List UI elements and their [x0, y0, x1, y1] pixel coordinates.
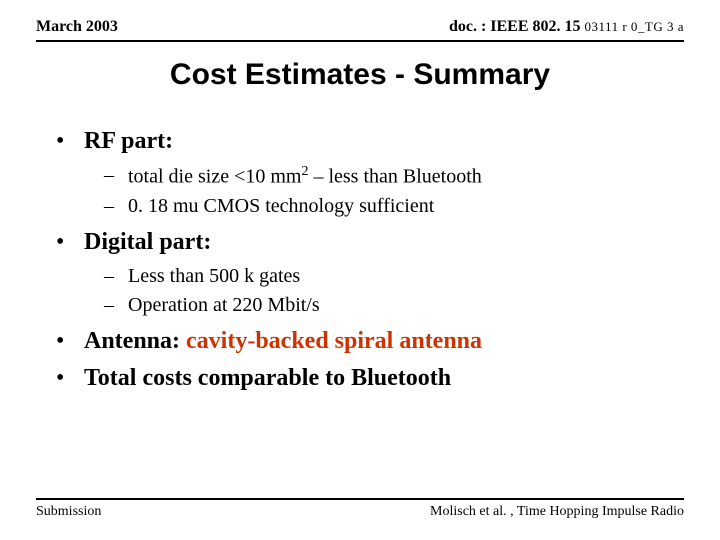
slide: March 2003 doc. : IEEE 802. 15 03111 r 0… [0, 0, 720, 540]
doc-prefix: doc. : IEEE 802. 15 [449, 18, 585, 35]
subbullet-operation: – Operation at 220 Mbit/s [104, 293, 670, 318]
slide-footer: Submission Molisch et al. , Time Hopping… [36, 498, 684, 520]
bullet-text: Digital part: [84, 229, 211, 256]
header-doc-id: doc. : IEEE 802. 15 03111 r 0_TG 3 a [449, 18, 684, 36]
subbullet-die-size: – total die size <10 mm2 – less than Blu… [104, 163, 670, 190]
antenna-emphasis: cavity-backed spiral antenna [186, 328, 482, 354]
dash-icon: – [104, 264, 128, 289]
slide-content: • RF part: – total die size <10 mm2 – le… [56, 118, 670, 400]
bullet-icon: • [56, 229, 84, 256]
dash-icon: – [104, 194, 128, 219]
bullet-icon: • [56, 328, 84, 355]
slide-header: March 2003 doc. : IEEE 802. 15 03111 r 0… [36, 18, 684, 42]
bullet-icon: • [56, 365, 84, 392]
bullet-icon: • [56, 128, 84, 155]
subbullet-cmos: – 0. 18 mu CMOS technology sufficient [104, 194, 670, 219]
bullet-total-costs: • Total costs comparable to Bluetooth [56, 365, 670, 392]
subbullet-text: total die size <10 mm2 – less than Bluet… [128, 163, 482, 190]
subbullet-text: 0. 18 mu CMOS technology sufficient [128, 194, 434, 219]
dash-icon: – [104, 163, 128, 190]
subbullet-text: Operation at 220 Mbit/s [128, 293, 320, 318]
bullet-text: Antenna: cavity-backed spiral antenna [84, 328, 482, 355]
footer-left: Submission [36, 504, 101, 520]
bullet-antenna: • Antenna: cavity-backed spiral antenna [56, 328, 670, 355]
bullet-text: Total costs comparable to Bluetooth [84, 365, 451, 392]
footer-right: Molisch et al. , Time Hopping Impulse Ra… [430, 504, 684, 520]
dash-icon: – [104, 293, 128, 318]
subbullet-gates: – Less than 500 k gates [104, 264, 670, 289]
bullet-digital-part: • Digital part: [56, 229, 670, 256]
subbullet-text: Less than 500 k gates [128, 264, 300, 289]
bullet-text: RF part: [84, 128, 173, 155]
bullet-rf-part: • RF part: [56, 128, 670, 155]
slide-title: Cost Estimates - Summary [0, 58, 720, 92]
header-date: March 2003 [36, 18, 118, 36]
doc-suffix: 03111 r 0_TG 3 a [585, 19, 684, 34]
